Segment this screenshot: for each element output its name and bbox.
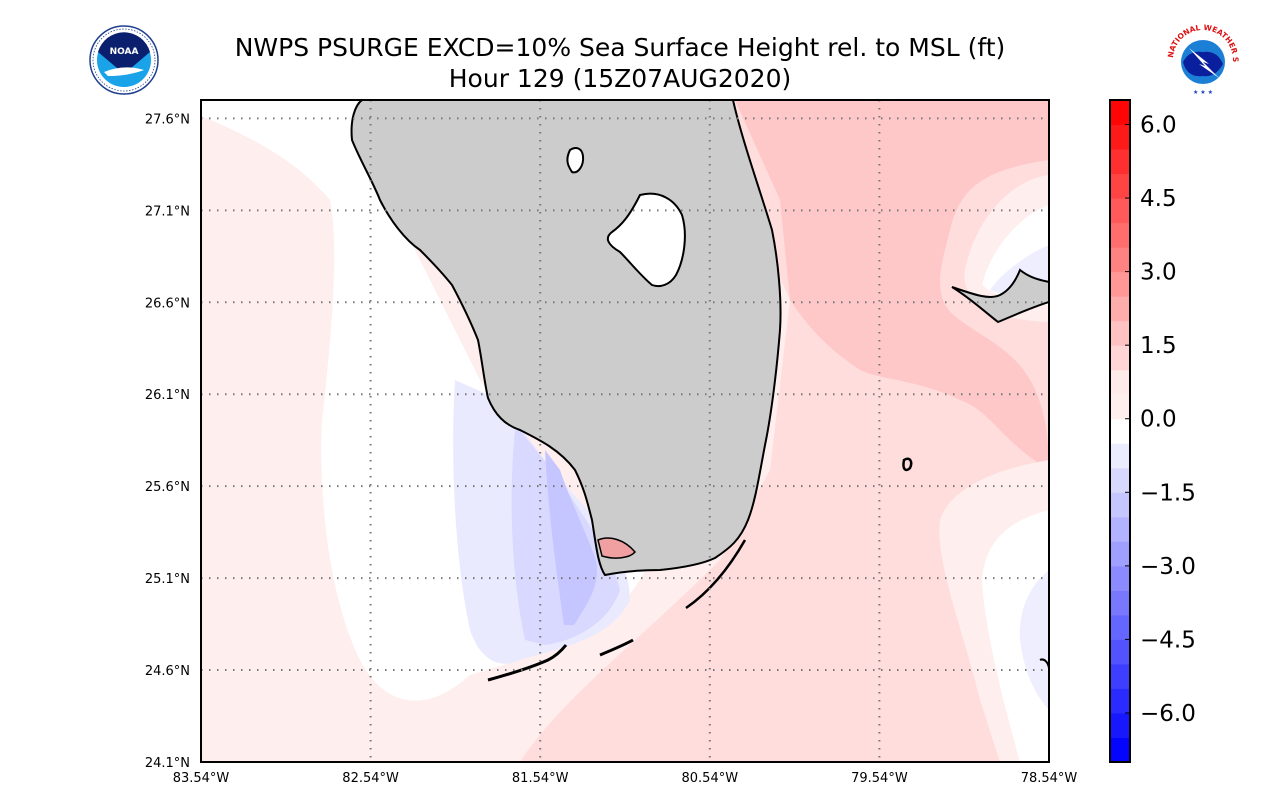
colorbar-tick-label: 4.5 [1140,186,1177,212]
contour-band-shelf-inner [545,450,597,625]
map-frame [200,99,1050,763]
colorbar-band [1110,173,1130,199]
lat-tick-label: 25.1°N [145,572,190,587]
colorbar-band [1110,492,1130,518]
noaa-logo-icon: NOAA [89,25,159,95]
lon-tick-label: 82.54°W [342,771,399,786]
colorbar-band [1110,614,1130,640]
colorbar-band [1110,565,1130,591]
colorbar-band [1110,198,1130,224]
noaa-logo-text: NOAA [110,47,139,57]
graticule [201,100,1049,762]
land-bimini [902,457,913,472]
colorbar-band [1110,516,1130,542]
colorbar-band [1110,369,1130,395]
colorbar-band [1110,394,1130,420]
lon-tick-label: 79.54°W [851,771,908,786]
florida-keys-middle [599,638,634,657]
contour-band-southeast-blue [1019,570,1049,710]
colorbar-band [1110,467,1130,493]
colorbar-band [1110,124,1130,150]
colorbar-band [1110,639,1130,665]
colorbar-tick-label: −1.5 [1140,480,1196,506]
nws-logo-icon: NATIONAL WEATHER SERVICE ★ ★ ★ [1165,22,1240,96]
florida-keys-upper [685,539,747,610]
florida-bay-area [597,537,636,559]
map-plot-area [201,100,1049,762]
lon-tick-label: 78.54°W [1021,771,1078,786]
lon-tick-label: 83.54°W [173,771,230,786]
colorbar-band [1110,100,1130,126]
colorbar-band [1110,590,1130,616]
colorbar-band [1110,296,1130,322]
longitude-axis: 83.54°W 82.54°W 81.54°W 80.54°W 79.54°W 78.54… [173,771,1078,786]
colorbar-band [1110,663,1130,689]
colorbar-band [1110,271,1130,297]
colorbar-tick-label: −3.0 [1140,554,1196,580]
lat-tick-label: 26.6°N [145,296,190,311]
svg-text:★ ★ ★: ★ ★ ★ [1193,89,1213,96]
colorbar-tick-label: −4.5 [1140,627,1196,653]
lat-tick-label: 25.6°N [145,480,190,495]
colorbar-tick-label: −6.0 [1140,701,1196,727]
colorbar-band [1110,443,1130,469]
lake-okeechobee [606,192,686,288]
florida-keys-lower [487,644,568,682]
lat-tick-label: 27.6°N [145,112,190,127]
colorbar-tick-label: 3.0 [1140,260,1177,286]
colorbar: 6.0 4.5 3.0 1.5 0.0 −1.5 −3.0 −4.5 −6.0 [1109,99,1196,763]
colorbar-tick-label: 6.0 [1140,113,1177,139]
colorbar-band [1110,320,1130,346]
lon-tick-label: 80.54°W [682,771,739,786]
chart-subtitle: Hour 129 (15Z07AUG2020) [448,64,792,93]
colorbar-band [1110,345,1130,371]
chart-title: NWPS PSURGE EXCD=10% Sea Surface Height … [234,33,1006,62]
lake-istokpoga [566,147,585,174]
colorbar-band [1110,737,1130,763]
contour-band-southeast-white [982,510,1049,762]
contour-band-atlantic-northeast [735,100,1049,470]
colorbar-band [1110,149,1130,175]
latitude-axis: 27.6°N 27.1°N 26.6°N 26.1°N 25.6°N 25.1°N 24.6… [145,112,190,771]
lat-tick-label: 27.1°N [145,204,190,219]
colorbar-band [1110,418,1130,444]
colorbar-band [1110,541,1130,567]
land-grand-bahama [951,268,1049,324]
colorbar-band [1110,222,1130,248]
lat-tick-label: 24.1°N [145,756,190,771]
colorbar-tick-label: 1.5 [1140,333,1177,359]
colorbar-band [1110,688,1130,714]
lon-tick-label: 81.54°W [512,771,569,786]
colorbar-tick-label: 0.0 [1140,407,1177,433]
lat-tick-label: 26.1°N [145,388,190,403]
colorbar-band [1110,247,1130,273]
colorbar-band [1110,712,1130,738]
colorbar-frame [1109,99,1131,763]
lat-tick-label: 24.6°N [145,664,190,679]
